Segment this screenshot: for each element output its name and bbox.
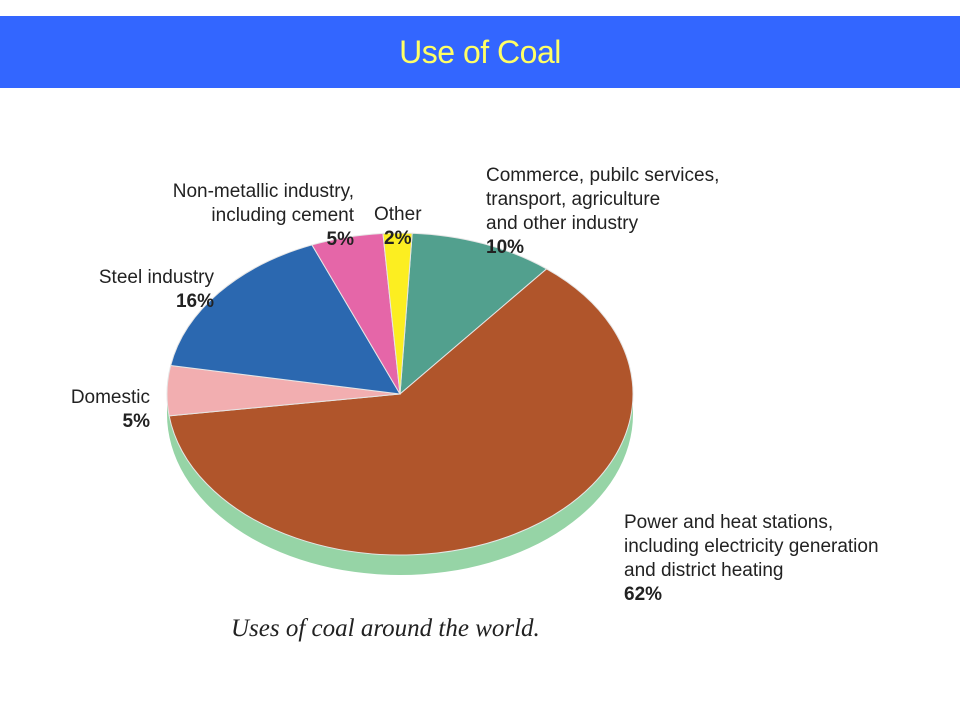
pie-slice-commerce: [399, 232, 548, 396]
label-other-pct: 2%: [384, 228, 412, 249]
label-domestic: Domestic 5%: [71, 362, 150, 458]
label-domestic-pct: 5%: [122, 411, 150, 432]
label-power-text: Power and heat stations, including elect…: [624, 512, 879, 581]
label-nonmetallic-pct: 5%: [326, 229, 354, 250]
label-commerce-text: Commerce, pubilc services, transport, ag…: [486, 165, 720, 234]
label-power-pct: 62%: [624, 584, 663, 605]
pie-slice-other: [382, 232, 413, 395]
label-steel-text: Steel industry: [98, 267, 214, 288]
label-nonmetallic: Non-metallic industry, including cement …: [173, 156, 354, 276]
label-nonmetallic-text: Non-metallic industry, including cement: [172, 181, 354, 226]
label-power: Power and heat stations, including elect…: [624, 487, 879, 631]
label-other: Other 2%: [374, 179, 422, 275]
figure-caption: Uses of coal around the world.: [231, 615, 540, 642]
pie-slice-power: [168, 268, 634, 556]
label-steel-pct: 16%: [175, 291, 214, 312]
pie-slice-steel: [170, 244, 401, 395]
label-steel: Steel industry 16%: [99, 242, 214, 338]
label-commerce: Commerce, pubilc services, transport, ag…: [486, 140, 719, 284]
label-commerce-pct: 10%: [486, 237, 525, 258]
page-title: Use of Coal: [399, 33, 561, 70]
title-bar: Use of Coal: [0, 16, 960, 88]
label-other-text: Other: [374, 204, 422, 225]
label-domestic-text: Domestic: [70, 387, 150, 408]
